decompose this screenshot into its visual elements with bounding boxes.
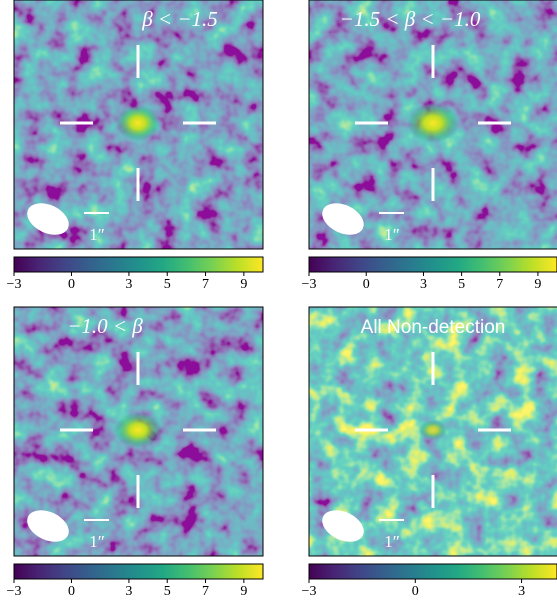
tick-label: 0 (363, 277, 370, 292)
tick-label: 7 (202, 584, 209, 599)
panel: 1″ −1.0 < β −3 0 3 5 7 9 (7, 307, 263, 599)
panel-title: β < −1.5 (141, 7, 218, 31)
colorbar (309, 564, 557, 579)
source (114, 412, 162, 448)
tick-label: 3 (125, 277, 132, 292)
tick-label: 3 (518, 584, 525, 599)
tick-label: 0 (68, 584, 75, 599)
tick-label: −3 (7, 584, 22, 599)
tick-label: 9 (240, 584, 247, 599)
source (116, 105, 160, 141)
source (407, 103, 459, 143)
tick-label: −3 (302, 584, 317, 599)
tick-label: 3 (125, 584, 132, 599)
tick-label: 0 (412, 584, 419, 599)
tick-label: 5 (164, 584, 171, 599)
tick-label: 7 (202, 277, 209, 292)
scale-label: 1″ (384, 225, 400, 244)
tick-label: 0 (68, 277, 75, 292)
scale-label: 1″ (89, 225, 105, 244)
panel-title: All Non-detection (361, 317, 506, 338)
colorbar (14, 257, 263, 272)
panel: 1″ −1.5 < β < −1.0 −3 0 3 5 7 9 (302, 0, 557, 292)
panel: 1″ All Non-detection −3 0 3 (302, 307, 557, 599)
scale-label: 1″ (89, 532, 105, 551)
panel-title: −1.0 < β (67, 314, 143, 338)
panel-title: −1.5 < β < −1.0 (340, 7, 481, 31)
tick-label: 3 (420, 277, 427, 292)
figure: 1″ β < −1.5 −3 0 3 5 7 9 1″ −1.5 < β < −1.0 −3 0 3 5 7… (0, 0, 557, 601)
colorbar (309, 257, 557, 272)
colorbar (14, 564, 263, 579)
source (419, 420, 447, 440)
tick-label: −3 (302, 277, 317, 292)
panel: 1″ β < −1.5 −3 0 3 5 7 9 (7, 0, 263, 292)
tick-label: 7 (496, 277, 503, 292)
scale-label: 1″ (384, 532, 400, 551)
tick-label: −3 (7, 277, 22, 292)
tick-label: 9 (240, 277, 247, 292)
tick-label: 5 (458, 277, 465, 292)
tick-label: 9 (534, 277, 541, 292)
tick-label: 5 (164, 277, 171, 292)
